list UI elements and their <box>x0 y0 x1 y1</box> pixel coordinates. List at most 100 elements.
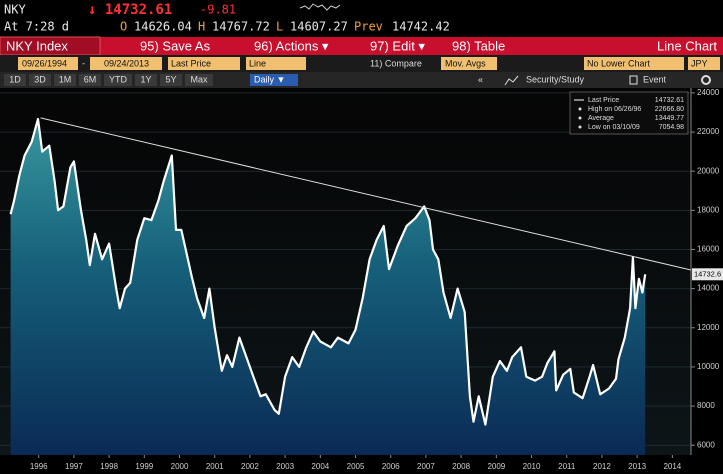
legend: Last Price 14732.61 High on 06/26/96 22666.… <box>574 97 684 131</box>
y-tick-label: 14000 <box>697 284 720 293</box>
period[interactable]: Daily ▼ <box>254 74 285 84</box>
range-label[interactable]: 1D <box>9 74 21 84</box>
range-button[interactable] <box>79 74 101 86</box>
menu-item[interactable]: 98) Table <box>452 38 505 53</box>
style-label[interactable]: Line <box>249 58 266 68</box>
trendline <box>40 117 692 271</box>
legend-marker <box>578 107 582 111</box>
x-tick-label: 2013 <box>628 462 646 471</box>
range-label[interactable]: YTD <box>109 74 128 84</box>
quote-value: 14767.72 <box>212 20 270 34</box>
currency-field[interactable] <box>688 57 720 70</box>
legend-marker <box>578 116 582 120</box>
currency[interactable]: JPY <box>691 58 708 68</box>
settings-icon[interactable] <box>701 75 711 85</box>
legend-label: Last Price <box>588 97 619 104</box>
range-button[interactable] <box>4 74 26 86</box>
x-tick-label: 1999 <box>135 462 153 471</box>
x-tick-label: 2012 <box>593 462 611 471</box>
x-tick-label: 2004 <box>311 462 329 471</box>
quote-label: H <box>198 20 205 34</box>
range-button[interactable] <box>185 74 213 86</box>
sparkline <box>299 3 341 11</box>
legend-box <box>569 91 689 135</box>
quote-value: 14607.27 <box>290 20 348 34</box>
x-tick-label: 2010 <box>523 462 541 471</box>
security-name[interactable]: NKY Index <box>6 38 68 53</box>
range-button[interactable] <box>104 74 132 86</box>
last-price: ↓ 14732.61 <box>88 2 172 18</box>
menu-item[interactable]: 97) Edit ▾ <box>370 38 425 53</box>
y-tick-label: 18000 <box>697 205 720 214</box>
event[interactable]: Event <box>643 74 667 84</box>
legend-marker <box>578 125 582 129</box>
x-tick-label: 2011 <box>558 462 576 471</box>
x-tick-label: 2006 <box>382 462 400 471</box>
x-tick-label: 2002 <box>241 462 259 471</box>
legend-value: 14732.61 <box>655 97 684 104</box>
legend-label: High on 06/26/96 <box>588 106 641 113</box>
x-tick-label: 2001 <box>206 462 224 471</box>
y-tick-label: 16000 <box>697 245 720 254</box>
net-change: -9.81 <box>200 3 236 17</box>
x-tick-label: 1997 <box>65 462 83 471</box>
quote-label: L <box>276 20 283 34</box>
mov-avgs[interactable]: Mov. Avgs <box>445 58 486 68</box>
price-tag: 14732.6 <box>694 269 721 278</box>
range-label[interactable]: 1Y <box>140 74 151 84</box>
x-axis-bar <box>0 455 723 474</box>
x-tick-label: 2008 <box>452 462 470 471</box>
y-tick-label: 22000 <box>697 127 720 136</box>
y-tick-label: 20000 <box>697 166 720 175</box>
menu-item[interactable]: 95) Save As <box>140 38 211 53</box>
chart: 6000 8000 10000 12000 14000 16000 18000 20000 22… <box>0 88 723 474</box>
style-dropdown[interactable] <box>246 57 306 70</box>
security-study[interactable]: Security/Study <box>526 74 585 84</box>
x-tick-label: 1996 <box>30 462 48 471</box>
range-label[interactable]: 1M <box>59 74 72 84</box>
x-tick-label: 2007 <box>417 462 435 471</box>
field-dropdown[interactable] <box>168 57 240 70</box>
range-button[interactable] <box>135 74 157 86</box>
end-date-field[interactable] <box>90 57 162 70</box>
range-button[interactable] <box>29 74 51 86</box>
range-label[interactable]: Max <box>190 74 208 84</box>
legend-label: Average <box>588 115 614 122</box>
range-button[interactable] <box>160 74 182 86</box>
date-separator: - <box>82 58 85 68</box>
price-tag-box <box>692 268 723 281</box>
event-icon <box>629 75 638 85</box>
quotes: O 14626.04 H 14767.72 L 14607.27 Prev 14742.42 <box>120 20 450 34</box>
legend-value: 13449.77 <box>655 115 684 122</box>
x-tick-label: 2003 <box>276 462 294 471</box>
legend-label: Low on 03/10/09 <box>588 124 640 131</box>
collapse[interactable]: « <box>478 74 483 84</box>
x-tick-label: 2009 <box>487 462 505 471</box>
y-tick-label: 10000 <box>697 362 720 371</box>
period-button[interactable] <box>250 74 298 86</box>
lower-chart[interactable]: No Lower Chart <box>587 58 651 68</box>
lower-chart-field[interactable] <box>584 57 684 70</box>
x-tick-label: 2014 <box>663 462 681 471</box>
start-date[interactable]: 09/26/1994 <box>22 58 67 68</box>
area <box>10 119 646 455</box>
field-label[interactable]: Last Price <box>171 58 211 68</box>
range-label[interactable]: 3D <box>34 74 46 84</box>
quote-value: 14626.04 <box>134 20 192 34</box>
ranges: 1D 3D 1M 6M YTD 1Y 5Y Max <box>4 74 213 86</box>
range-label[interactable]: 6M <box>84 74 97 84</box>
compare[interactable]: 11) Compare <box>370 58 422 68</box>
start-date-field[interactable] <box>18 57 78 70</box>
y-tick-label: 8000 <box>697 401 715 410</box>
x-tick-label: 2000 <box>171 462 189 471</box>
range-label[interactable]: 5Y <box>165 74 176 84</box>
mov-avgs-field[interactable] <box>441 57 497 70</box>
y-tick-label: 6000 <box>697 440 715 449</box>
range-button[interactable] <box>54 74 76 86</box>
y-tick-label: 12000 <box>697 323 720 332</box>
menu-item[interactable]: 96) Actions ▾ <box>254 38 329 53</box>
y-tick-label: 24000 <box>697 88 720 97</box>
end-date[interactable]: 09/24/2013 <box>104 58 149 68</box>
